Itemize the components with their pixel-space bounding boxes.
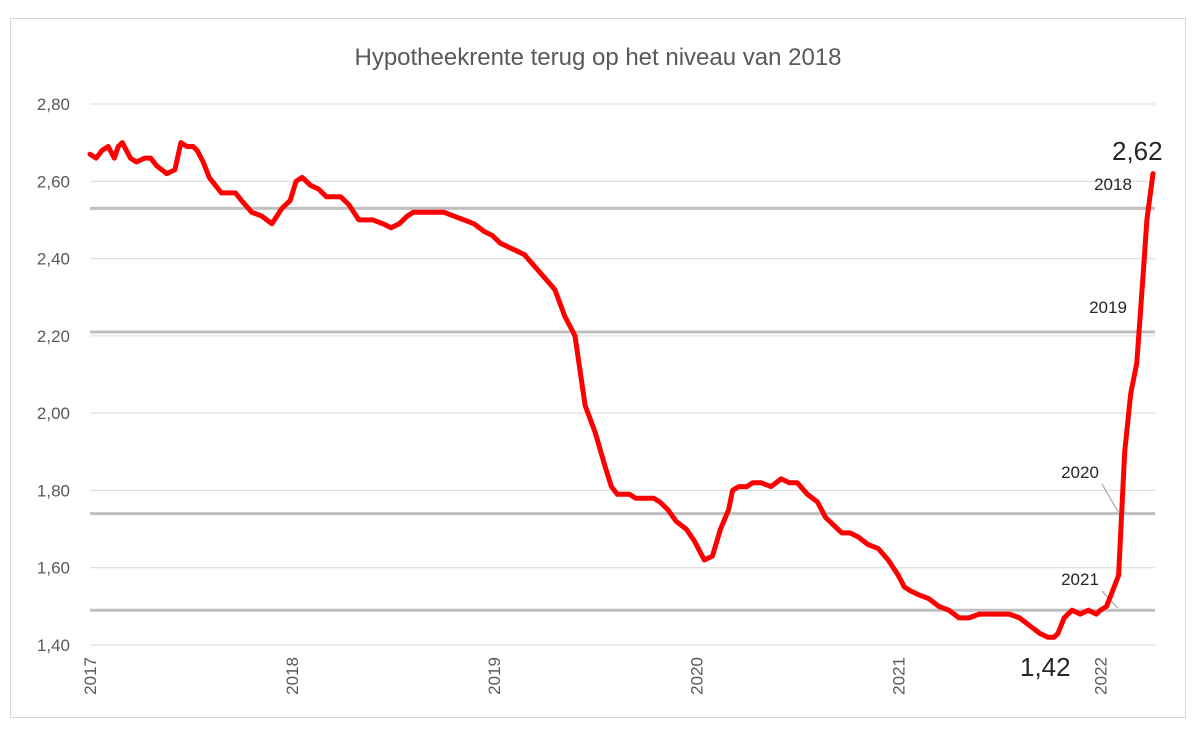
y-tick-label: 2,20 — [37, 327, 70, 346]
x-tick-label: 2022 — [1091, 657, 1110, 695]
y-tick-label: 1,60 — [37, 559, 70, 578]
x-tick-label: 2019 — [485, 657, 504, 695]
reference-label-2020: 2020 — [1061, 463, 1099, 482]
y-tick-label: 2,60 — [37, 172, 70, 191]
x-tick-label: 2018 — [283, 657, 302, 695]
reference-label-2019: 2019 — [1089, 298, 1127, 317]
chart-title: Hypotheekrente terug op het niveau van 2… — [354, 44, 841, 71]
reference-lines: 2018 2019 2020 2021 — [90, 175, 1155, 612]
x-axis-ticks: 2017 2018 2019 2020 2021 2022 — [81, 657, 1110, 695]
x-tick-label: 2017 — [81, 657, 100, 695]
y-axis-ticks: 2,80 2,60 2,40 2,20 2,00 1,80 1,60 1,40 — [37, 95, 70, 655]
x-tick-label: 2020 — [687, 657, 706, 695]
y-tick-label: 1,40 — [37, 636, 70, 655]
reference-leader-line — [1101, 483, 1119, 512]
series-line — [87, 140, 1156, 640]
reference-label-2021: 2021 — [1061, 570, 1099, 589]
chart-frame — [10, 18, 1186, 718]
reference-label-2018: 2018 — [1094, 175, 1132, 194]
end-value-label: 2,62 — [1112, 136, 1163, 166]
y-tick-label: 2,80 — [37, 95, 70, 114]
y-tick-label: 2,00 — [37, 404, 70, 423]
min-value-label: 1,42 — [1020, 652, 1071, 682]
gridlines — [90, 103, 1155, 646]
y-tick-label: 2,40 — [37, 250, 70, 269]
x-tick-label: 2021 — [889, 657, 908, 695]
y-tick-label: 1,80 — [37, 481, 70, 500]
series-group — [87, 140, 1156, 640]
